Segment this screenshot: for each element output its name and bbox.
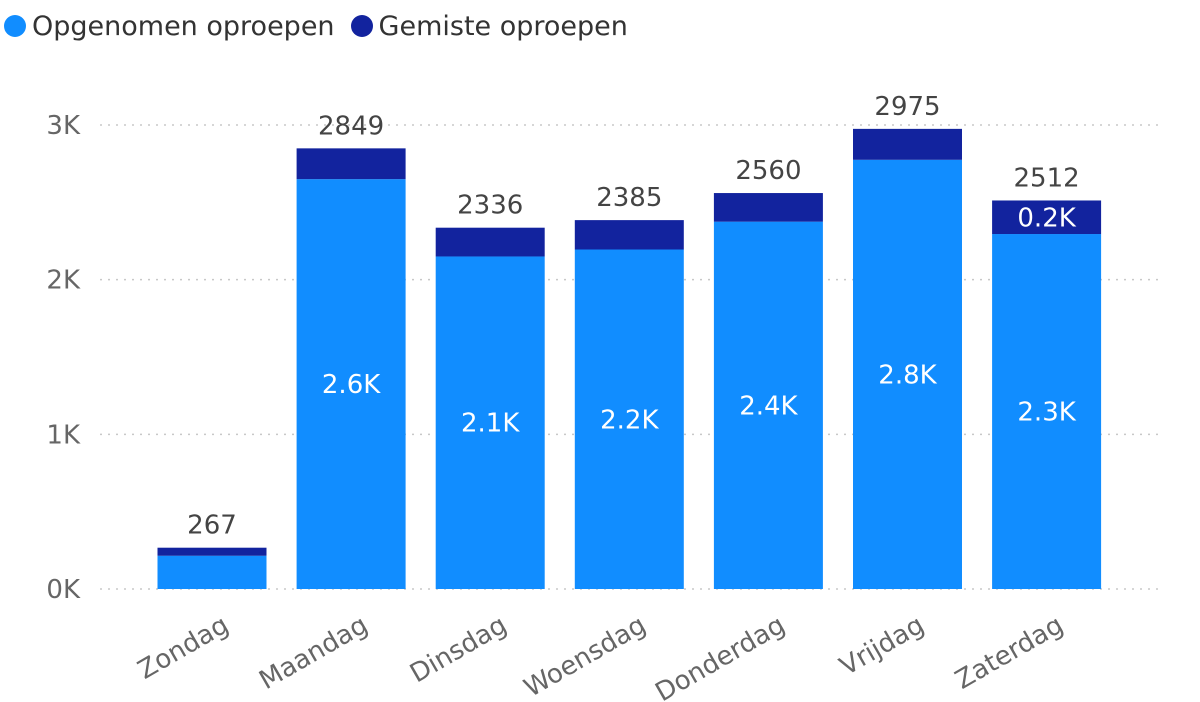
- bar-segment-gemist[interactable]: [296, 148, 406, 180]
- x-tick-label: Woensdag: [519, 610, 651, 702]
- legend-label-gemist: Gemiste oproepen: [378, 10, 628, 42]
- bar-data-label: 2.8K: [878, 360, 937, 390]
- bar-segment-opgenomen[interactable]: [992, 234, 1102, 590]
- bar-segment-gemist[interactable]: [713, 193, 823, 222]
- bar-data-label: 2.3K: [1017, 398, 1076, 428]
- bar-total-label: 2849: [318, 111, 384, 141]
- bar-segment-gemist[interactable]: [853, 128, 962, 160]
- bar-total-label: 2512: [1014, 163, 1080, 193]
- bar-segment-opgenomen[interactable]: [296, 179, 406, 589]
- bar-segment-gemist[interactable]: [157, 547, 267, 556]
- bar-total-label: 2975: [874, 92, 940, 122]
- x-tick-label: Donderdag: [651, 610, 791, 702]
- bar-data-label: 2.1K: [461, 409, 520, 439]
- legend-item-gemist[interactable]: Gemiste oproepen: [350, 10, 628, 42]
- legend-swatch-gemist: [350, 15, 373, 37]
- bar-segment-gemist[interactable]: [435, 227, 545, 257]
- chart-legend: Opgenomen oproepen Gemiste oproepen: [4, 8, 644, 44]
- bar-data-label: 2.4K: [739, 391, 798, 421]
- legend-swatch-opgenomen: [4, 15, 26, 37]
- bar-segment-opgenomen[interactable]: [435, 256, 545, 589]
- x-tick-label: Zondag: [133, 610, 234, 686]
- y-tick-label: 3K: [46, 111, 81, 141]
- x-tick-label: Vrijdag: [835, 610, 930, 682]
- legend-item-opgenomen[interactable]: Opgenomen oproepen: [4, 11, 335, 42]
- x-tick-label: Dinsdag: [405, 610, 512, 689]
- bar-segment-opgenomen[interactable]: [853, 159, 962, 590]
- bar-data-label: 2.6K: [322, 370, 381, 400]
- bar-segment-opgenomen[interactable]: [157, 555, 267, 589]
- bar-total-label: 2560: [735, 156, 801, 186]
- bar-total-label: 2336: [457, 191, 523, 221]
- bar-total-label: 2385: [596, 183, 662, 213]
- x-tick-label: Maandag: [254, 610, 373, 696]
- bar-total-label: 267: [187, 511, 237, 541]
- bar-segment-gemist[interactable]: [574, 220, 684, 250]
- y-tick-label: 0K: [46, 575, 81, 605]
- bar-segment-gemist[interactable]: [992, 200, 1102, 235]
- x-tick-label: Zaterdag: [950, 610, 1068, 696]
- y-tick-label: 2K: [46, 266, 81, 296]
- bar-segment-opgenomen[interactable]: [713, 221, 823, 589]
- y-tick-label: 1K: [46, 420, 81, 450]
- legend-label-opgenomen: Opgenomen oproepen: [32, 10, 335, 42]
- bar-data-label: 2.2K: [600, 405, 659, 435]
- bar-data-label: 0.2K: [1017, 203, 1076, 233]
- bar-segment-opgenomen[interactable]: [574, 249, 684, 590]
